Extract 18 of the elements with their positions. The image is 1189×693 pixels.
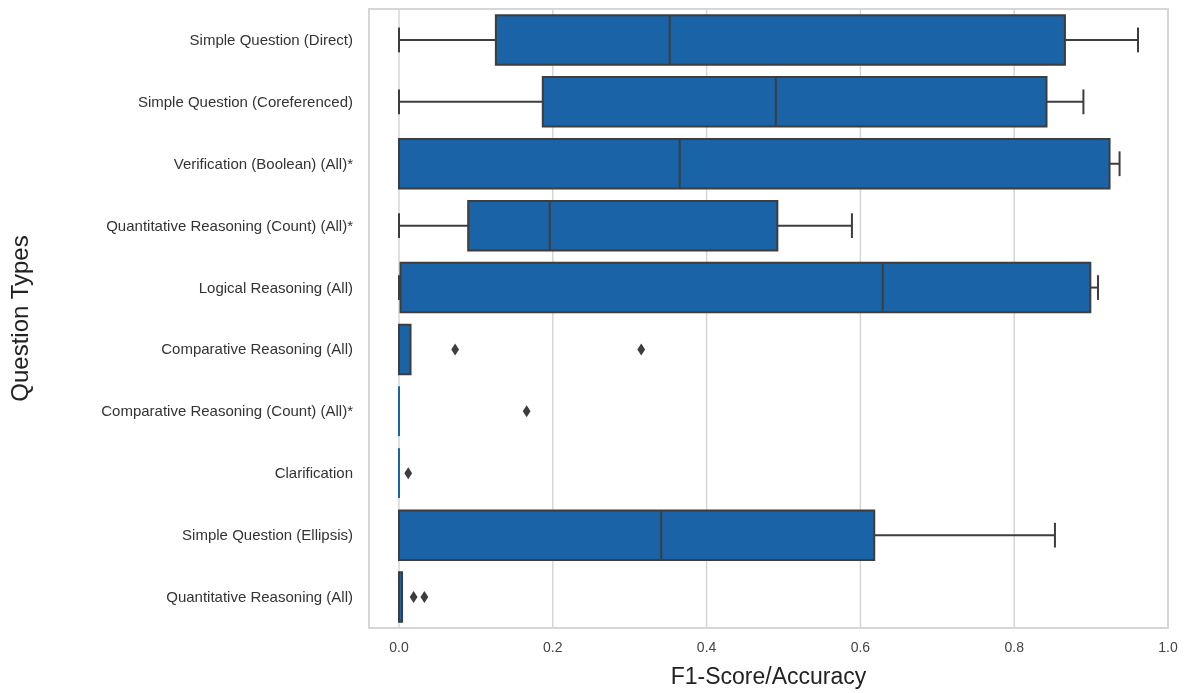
- y-tick-label: Simple Question (Direct): [189, 30, 353, 48]
- y-axis-title: Question Types: [6, 235, 33, 402]
- x-tick-label: 0.0: [389, 639, 409, 655]
- y-tick-label: Logical Reasoning (All): [198, 278, 353, 296]
- y-tick-label: Quantitative Reasoning (All): [166, 588, 353, 606]
- y-tick-label: Clarification: [274, 464, 353, 482]
- y-tick-label: Simple Question (Coreferenced): [137, 92, 353, 110]
- y-tick-label: Verification (Boolean) (All)*: [173, 154, 354, 172]
- x-tick-label: 1.0: [1158, 639, 1178, 655]
- y-tick-label: Quantitative Reasoning (Count) (All)*: [106, 216, 354, 234]
- x-axis-title: F1-Score/Accuracy: [670, 663, 867, 689]
- y-tick-label: Comparative Reasoning (Count) (All)*: [101, 402, 354, 420]
- y-tick-label: Simple Question (Ellipsis): [182, 526, 353, 544]
- y-tick-label: Comparative Reasoning (All): [161, 340, 353, 358]
- x-tick-label: 0.8: [1004, 639, 1025, 655]
- x-tick-label: 0.6: [850, 639, 871, 655]
- x-tick-label: 0.4: [696, 639, 717, 655]
- x-tick-label: 0.2: [543, 639, 563, 655]
